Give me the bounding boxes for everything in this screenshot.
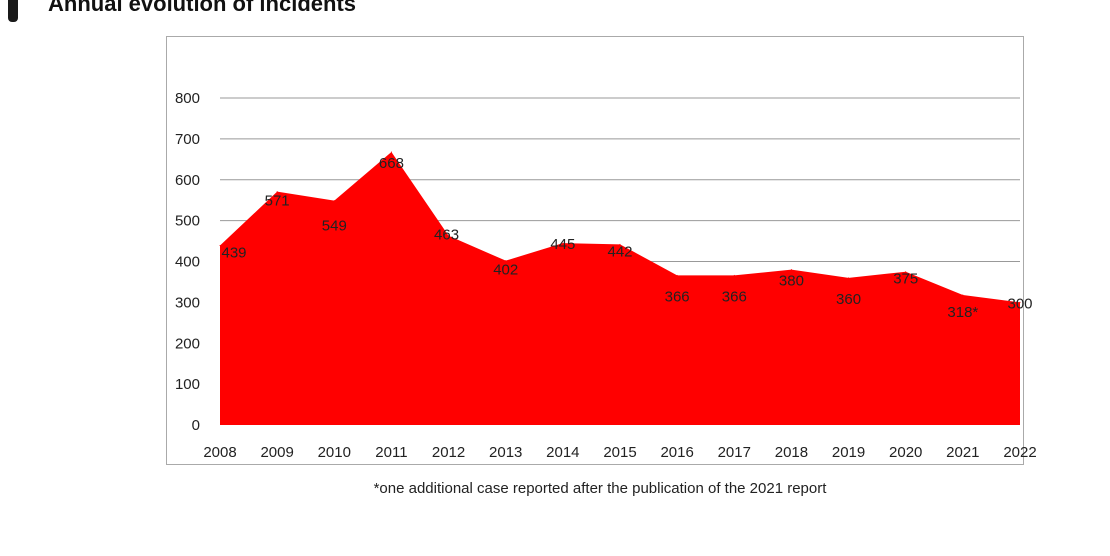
y-tick-label: 800 [175,90,200,107]
data-label-2014: 445 [550,236,575,253]
chart-footnote: *one additional case reported after the … [373,480,827,497]
data-point-2015 [619,243,621,245]
data-label-2017: 366 [722,288,747,305]
data-label-2010: 549 [322,218,347,235]
x-tick-label: 2008 [203,444,236,461]
data-label-2009: 571 [265,193,290,210]
data-label-2019: 360 [836,291,861,308]
title-accent-bar [8,0,18,22]
data-point-2011 [390,151,392,153]
data-label-2013: 402 [493,262,518,279]
x-tick-label: 2010 [318,444,351,461]
x-tick-label: 2020 [889,444,922,461]
data-point-2018 [790,269,792,271]
y-tick-label: 200 [175,335,200,352]
data-label-2015: 442 [607,243,632,260]
data-point-2009 [276,191,278,193]
data-label-2022: 300 [1007,295,1032,312]
data-point-2017 [733,274,735,276]
data-point-2013 [505,260,507,262]
x-tick-label: 2011 [375,444,407,461]
y-tick-label: 300 [175,294,200,311]
data-point-2010 [333,200,335,202]
data-point-2016 [676,274,678,276]
y-tick-label: 700 [175,131,200,148]
data-label-2011: 668 [379,155,404,172]
x-tick-label: 2015 [603,444,636,461]
data-point-2020 [905,271,907,273]
data-label-2020: 375 [893,271,918,288]
y-tick-label: 400 [175,254,200,271]
data-point-2014 [562,242,564,244]
x-tick-label: 2014 [546,444,579,461]
data-point-2021 [962,294,964,296]
x-tick-label: 2012 [432,444,465,461]
x-tick-label: 2018 [775,444,808,461]
data-label-2018: 380 [779,273,804,290]
data-label-2016: 366 [665,288,690,305]
data-point-2022 [1019,301,1021,303]
data-point-2012 [448,235,450,237]
x-tick-label: 2019 [832,444,865,461]
x-tick-label: 2017 [718,444,751,461]
x-tick-label: 2022 [1003,444,1036,461]
x-tick-label: 2009 [260,444,293,461]
y-tick-label: 600 [175,172,200,189]
area-series-incidents [220,151,1020,425]
y-tick-label: 0 [192,417,200,434]
data-point-2008 [219,245,221,247]
x-tick-label: 2016 [660,444,693,461]
y-tick-label: 100 [175,376,200,393]
data-label-2012: 463 [434,227,459,244]
x-tick-label: 2021 [946,444,979,461]
page-title: Annual evolution of incidents [48,0,356,16]
data-label-2008: 439 [221,245,246,262]
x-tick-label: 2013 [489,444,522,461]
y-tick-label: 500 [175,213,200,230]
data-point-2019 [848,277,850,279]
data-label-2021: 318* [947,304,978,321]
